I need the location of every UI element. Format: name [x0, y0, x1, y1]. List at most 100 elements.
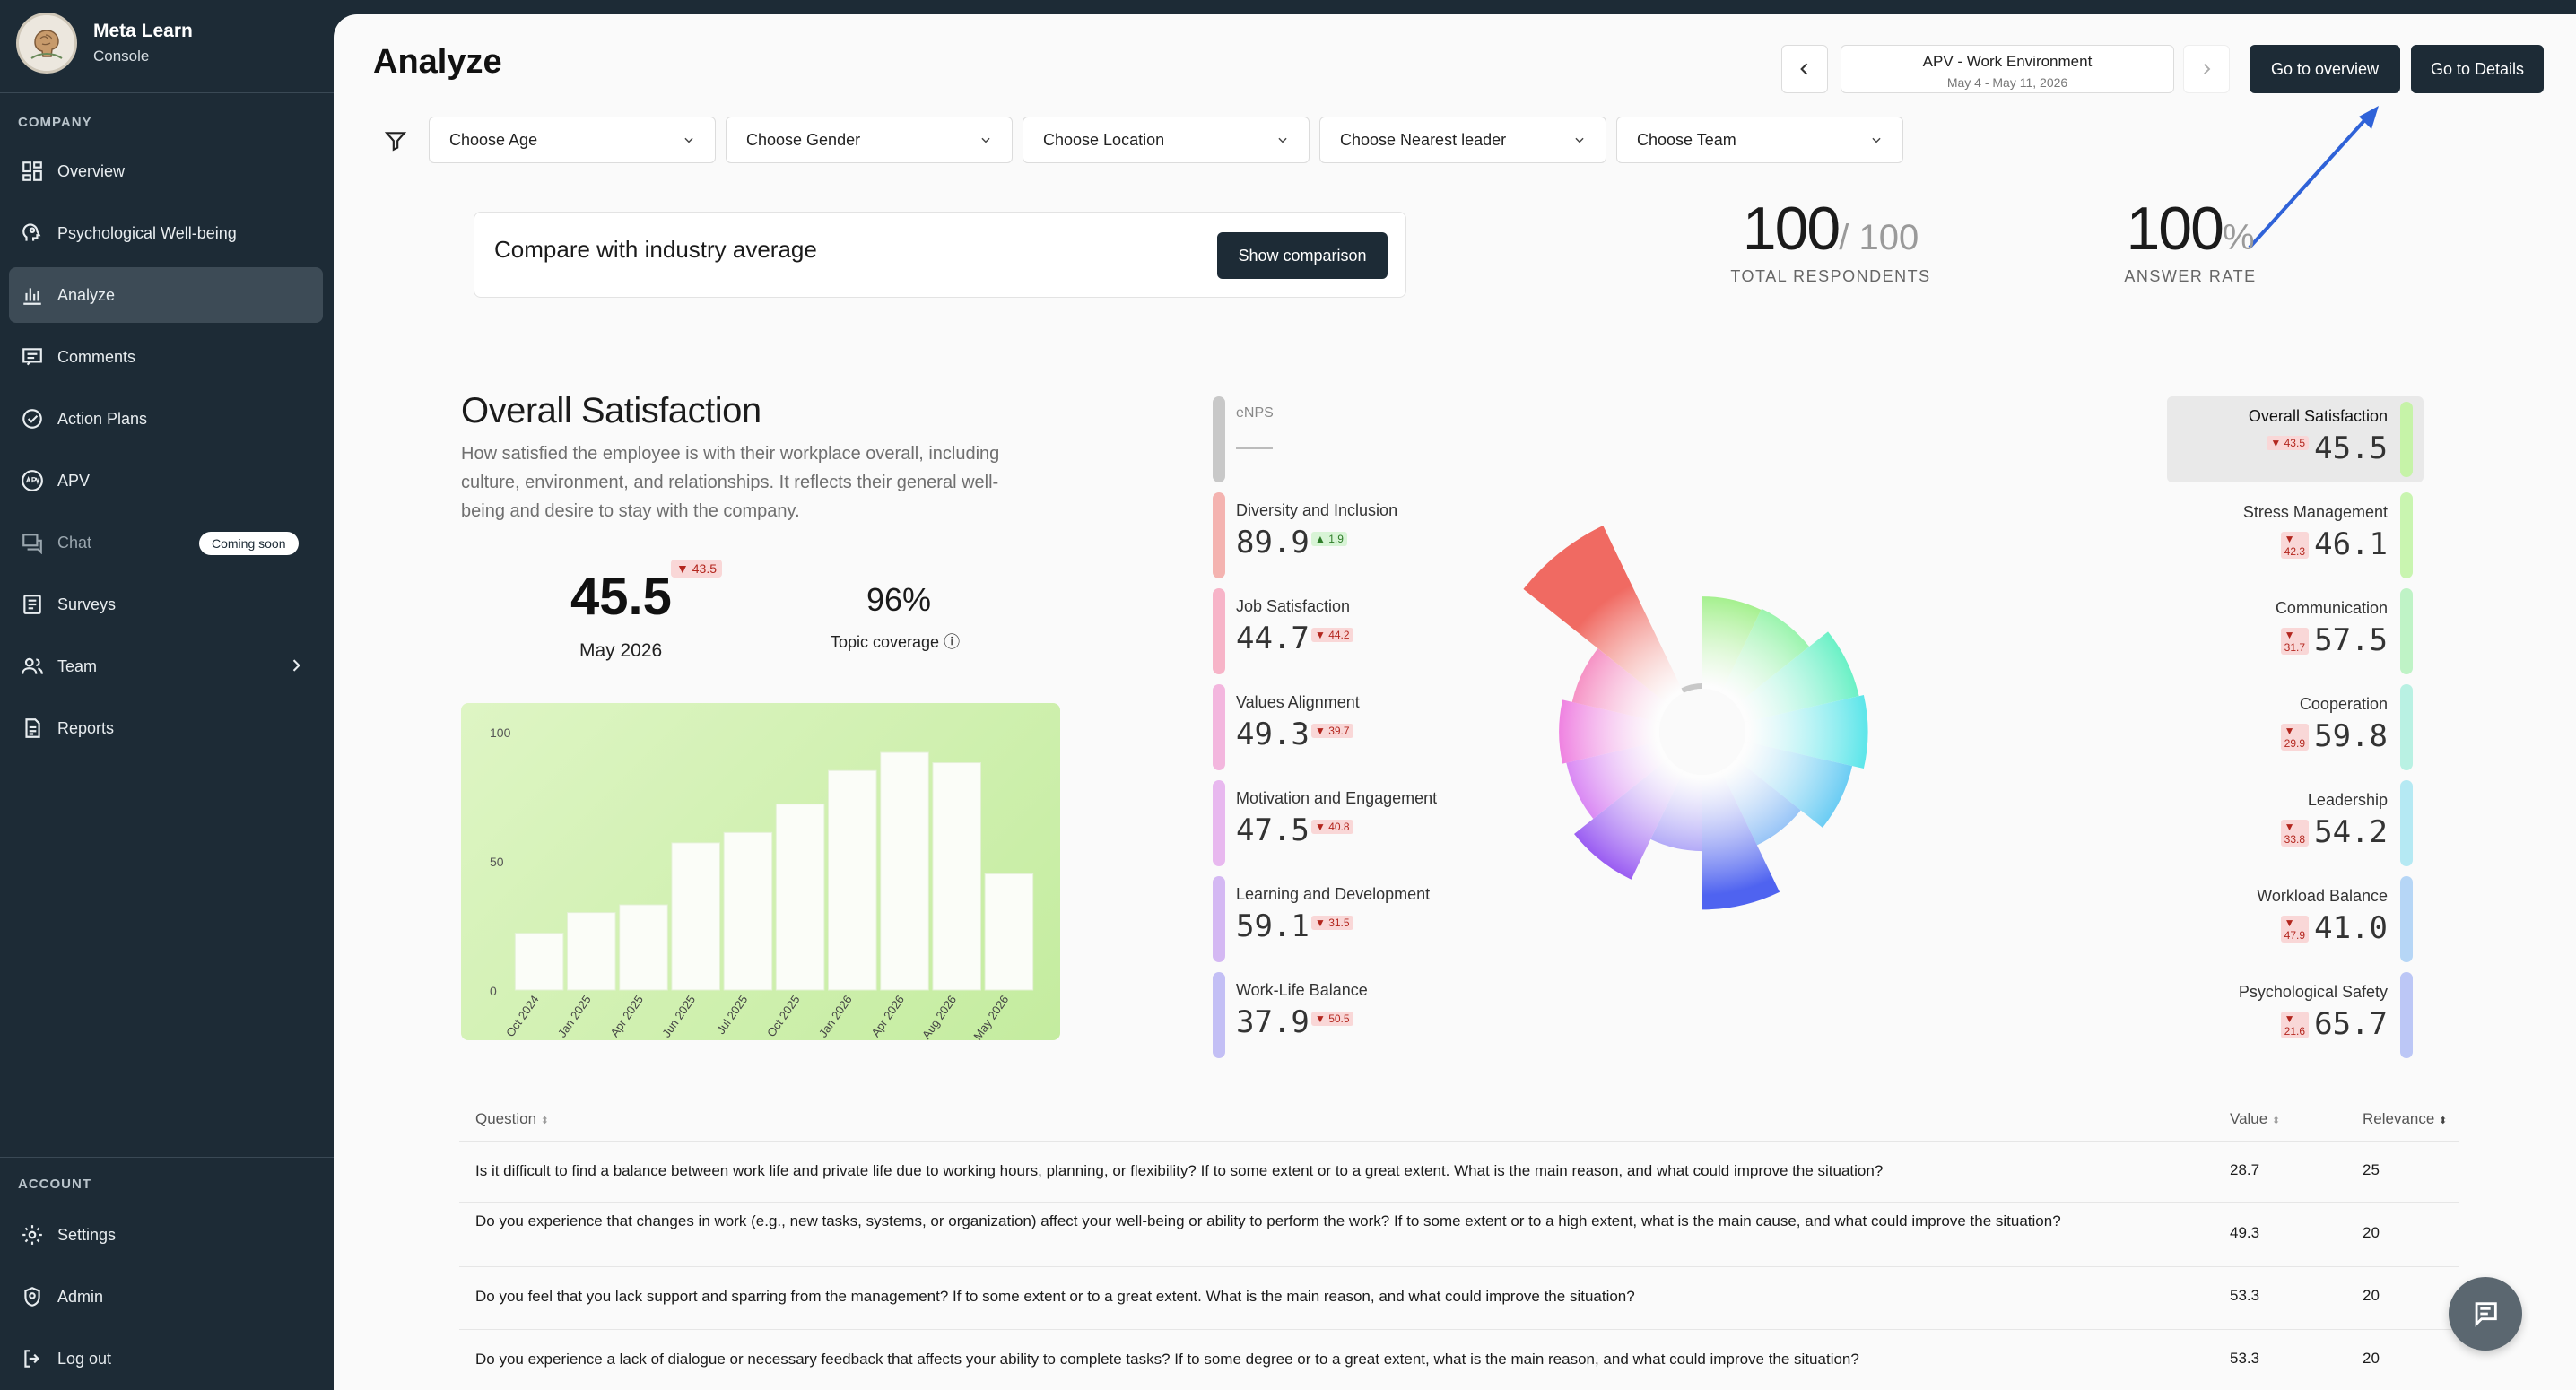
sidebar-item-psychological-well-being[interactable]: Psychological Well-being: [9, 205, 323, 261]
metric-card[interactable]: Job Satisfaction 44.7 ▼ 44.2: [1213, 588, 1500, 674]
table-row[interactable]: Is it difficult to find a balance betwee…: [459, 1141, 2459, 1202]
kpi-suffix: %: [2222, 218, 2255, 257]
brand[interactable]: Meta Learn Console: [16, 13, 193, 74]
metric-value: 41.0: [2314, 910, 2388, 946]
sidebar-item-admin[interactable]: Admin: [9, 1269, 323, 1325]
bar[interactable]: [619, 904, 668, 991]
column-header-relevance[interactable]: Relevance ⬍: [2363, 1110, 2448, 1127]
radial-segment[interactable]: [1736, 741, 1853, 828]
radial-segment[interactable]: [1681, 683, 1703, 693]
metric-name: Cooperation: [2299, 695, 2388, 713]
radial-segment[interactable]: [1650, 770, 1702, 852]
question-text: Do you experience a lack of dialogue or …: [475, 1351, 1859, 1368]
table-row[interactable]: Do you experience a lack of dialogue or …: [459, 1329, 2459, 1390]
kpi-suffix: / 100: [1839, 218, 1919, 257]
metric-card[interactable]: Workload Balance 41.0 ▼ 47.9: [2257, 876, 2424, 962]
radial-segment[interactable]: [1523, 526, 1684, 706]
sidebar-item-label: Team: [57, 656, 98, 675]
chevron-down-icon: [981, 137, 990, 143]
radial-segment[interactable]: [1720, 758, 1801, 846]
topic-coverage-label: Topic coverage ⓘ: [831, 633, 961, 651]
metric-card[interactable]: Leadership 54.2 ▼ 33.8: [2280, 780, 2424, 866]
sidebar-item-action-plans[interactable]: Action Plans: [9, 391, 323, 447]
sidebar-item-apv[interactable]: APV: [9, 453, 323, 508]
sidebar-item-overview[interactable]: Overview: [9, 143, 323, 199]
bar[interactable]: [984, 873, 1034, 991]
metric-color-bar: [1213, 780, 1225, 866]
go-to-details-button[interactable]: Go to Details: [2411, 45, 2544, 93]
metric-color-bar: [2400, 492, 2413, 578]
table-row[interactable]: Do you feel that you lack support and sp…: [459, 1266, 2459, 1329]
bar[interactable]: [828, 769, 877, 991]
bar-chart-svg: 0 50 100 Oct 2024 Jan 2025 Apr 2025 Jun 2025 Ju…: [490, 725, 1034, 1042]
sidebar-item-label: Surveys: [57, 595, 117, 613]
metric-name: Overall Satisfaction: [2248, 407, 2388, 425]
company-section-label: COMPANY: [18, 115, 92, 130]
sidebar-item-surveys[interactable]: Surveys: [9, 577, 323, 632]
sidebar-item-chat[interactable]: Chat Coming soon: [9, 515, 323, 570]
radial-segment[interactable]: [1744, 694, 1868, 769]
radial-segment[interactable]: [1720, 608, 1810, 706]
table-row[interactable]: Do you experience that changes in work (…: [459, 1202, 2459, 1266]
metric-color-bar: [1213, 972, 1225, 1058]
bar[interactable]: [932, 762, 981, 991]
metric-card[interactable]: eNPS ——: [1213, 396, 1500, 482]
bar[interactable]: [514, 933, 564, 991]
sidebar-item-analyze[interactable]: Analyze: [9, 267, 323, 323]
radial-segment[interactable]: [1559, 699, 1661, 764]
sidebar-item-reports[interactable]: Reports: [9, 700, 323, 756]
metric-value: 49.3: [1236, 717, 1310, 752]
age-filter-dropdown[interactable]: Choose Age: [429, 117, 716, 163]
metric-card[interactable]: Values Alignment 49.3 ▼ 39.7: [1213, 684, 1500, 770]
next-period-button[interactable]: [2183, 45, 2230, 93]
metric-card[interactable]: Psychological Safety 65.7 ▼ 21.6: [2239, 972, 2424, 1058]
radial-segment[interactable]: [1566, 741, 1669, 820]
previous-period-button[interactable]: [1781, 45, 1828, 93]
metric-card[interactable]: Diversity and Inclusion 89.9 ▲ 1.9: [1213, 492, 1500, 578]
period-selector[interactable]: APV - Work Environment May 4 - May 11, 2…: [1841, 45, 2174, 93]
metric-card[interactable]: Stress Management 46.1 ▼ 42.3: [2243, 492, 2424, 578]
period-dates: May 4 - May 11, 2026: [1946, 75, 2068, 90]
nearest-leader-filter-dropdown[interactable]: Choose Nearest leader: [1319, 117, 1606, 163]
radial-segment[interactable]: [1736, 631, 1859, 723]
sidebar-item-settings[interactable]: Settings: [9, 1207, 323, 1263]
radial-segment[interactable]: [1702, 770, 1780, 910]
sidebar-item-logout[interactable]: Log out: [9, 1331, 323, 1386]
radial-segment[interactable]: [1571, 648, 1669, 723]
location-filter-dropdown[interactable]: Choose Location: [1023, 117, 1310, 163]
go-to-overview-button[interactable]: Go to overview: [2250, 45, 2400, 93]
metric-card[interactable]: Work-Life Balance 37.9 ▼ 50.5: [1213, 972, 1500, 1058]
bar[interactable]: [775, 804, 825, 991]
metric-value: 45.5: [2314, 430, 2388, 466]
radial-segment[interactable]: [1574, 758, 1684, 880]
sidebar-item-team[interactable]: Team: [9, 639, 323, 694]
metric-value: 46.1: [2314, 526, 2388, 562]
metric-card[interactable]: Cooperation 59.8 ▼ 29.9: [2280, 684, 2424, 770]
metric-card[interactable]: Communication 57.5 ▼ 31.7: [2276, 588, 2424, 674]
bar[interactable]: [671, 842, 720, 991]
bar[interactable]: [567, 912, 616, 991]
team-icon: [20, 654, 45, 679]
metric-card[interactable]: Overall Satisfaction 45.5 ▼ 43.5: [2167, 396, 2424, 482]
filter-icon[interactable]: [384, 129, 407, 152]
x-tick-label: Apr 2025: [607, 993, 646, 1039]
bar[interactable]: [723, 831, 773, 991]
metric-card[interactable]: Learning and Development 59.1 ▼ 31.5: [1213, 876, 1500, 962]
dropdown-label: Choose Age: [449, 130, 538, 149]
metric-value: 44.7: [1236, 621, 1310, 656]
gender-filter-dropdown[interactable]: Choose Gender: [726, 117, 1013, 163]
metric-card[interactable]: Motivation and Engagement 47.5 ▼ 40.8: [1213, 780, 1500, 866]
delta-badge: ▼ 43.5: [671, 560, 722, 578]
sidebar-item-comments[interactable]: Comments: [9, 329, 323, 385]
column-header-question[interactable]: Question ⬍: [475, 1110, 549, 1127]
show-comparison-button[interactable]: Show comparison: [1217, 232, 1388, 279]
annotation-arrow-icon: [2248, 106, 2379, 249]
column-header-value[interactable]: Value ⬍: [2230, 1110, 2281, 1127]
question-relevance: 20: [2363, 1224, 2380, 1241]
radial-segment[interactable]: [1702, 596, 1762, 693]
score-date: May 2026: [579, 640, 663, 661]
bar[interactable]: [880, 751, 929, 991]
metric-color-bar: [1213, 492, 1225, 578]
team-filter-dropdown[interactable]: Choose Team: [1616, 117, 1903, 163]
chat-fab-button[interactable]: [2449, 1277, 2522, 1351]
